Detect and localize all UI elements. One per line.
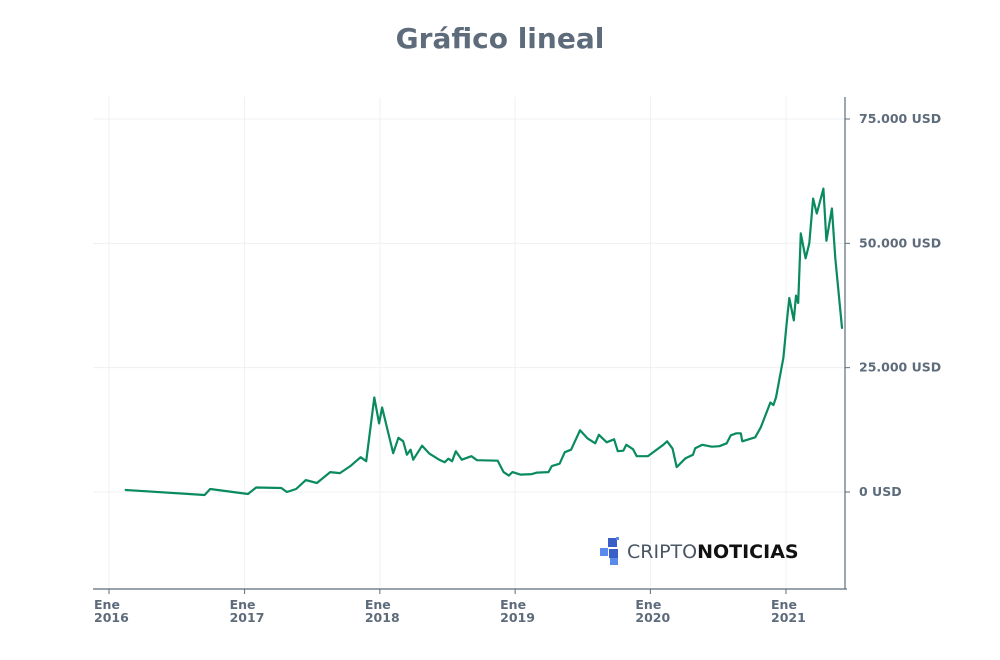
x-tick-label: Ene 2020 xyxy=(635,597,670,625)
chart-title: Gráfico lineal xyxy=(395,22,605,55)
gridlines xyxy=(93,97,845,589)
y-tick-label: 25.000 USD xyxy=(859,360,941,375)
x-tick-label: Ene 2019 xyxy=(500,597,535,625)
y-tick-label: 50.000 USD xyxy=(859,235,941,250)
y-tick-label: 0 USD xyxy=(859,484,902,499)
axes xyxy=(93,97,847,590)
x-tick-label: Ene 2017 xyxy=(230,597,265,625)
logo-text: CRIPTONOTICIAS xyxy=(627,541,799,563)
logo-text-noticias: NOTICIAS xyxy=(697,541,799,563)
y-tick-label: 75.000 USD xyxy=(859,111,941,126)
y-ticks: 0 USD 25.000 USD 50.000 USD 75.000 USD xyxy=(845,111,941,499)
logo-text-cripto: CRIPTO xyxy=(627,541,697,563)
x-tick-label: Ene 2021 xyxy=(771,597,806,625)
criptonoticias-logo: CRIPTONOTICIAS xyxy=(600,537,799,565)
x-tick-label: Ene 2018 xyxy=(365,597,400,625)
cube-logo-icon xyxy=(600,537,619,565)
series xyxy=(124,187,844,497)
x-tick-label: Ene 2016 xyxy=(94,597,129,625)
x-ticks: Ene 2016 Ene 2017 Ene 2018 Ene 2019 Ene 2020 Ene 20… xyxy=(94,589,806,625)
series-line xyxy=(124,187,844,497)
